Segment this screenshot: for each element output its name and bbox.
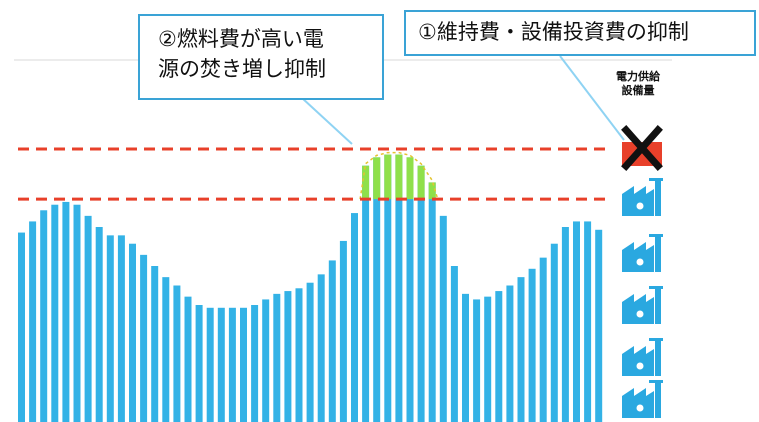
demand-bar xyxy=(506,285,514,422)
demand-bar xyxy=(129,243,136,422)
fuel-cost-callout-line2: 源の焚き増し抑制 xyxy=(158,57,326,81)
demand-bar xyxy=(306,282,314,422)
capacity-label-line1: 電力供給 xyxy=(616,70,660,83)
demand-bar xyxy=(73,204,81,422)
factory-icon xyxy=(622,178,663,216)
factory-icon xyxy=(622,338,663,376)
demand-bar xyxy=(439,215,447,422)
demand-bar xyxy=(450,266,458,422)
demand-bar xyxy=(84,215,92,422)
demand-bar xyxy=(561,227,569,422)
excess-bar xyxy=(362,165,370,200)
demand-bar xyxy=(595,229,603,422)
demand-bar xyxy=(462,293,469,422)
demand-bars xyxy=(18,154,603,422)
demand-bar xyxy=(517,277,525,422)
fuel-callout-pointer xyxy=(301,97,353,145)
demand-bar xyxy=(406,157,414,422)
demand-bar xyxy=(251,305,259,422)
factory-icon xyxy=(622,286,663,324)
demand-bar xyxy=(18,232,25,422)
fuel-cost-callout-line1: ②燃料費が高い電 xyxy=(158,27,324,51)
demand-bar xyxy=(184,296,192,422)
demand-bar xyxy=(550,243,558,422)
demand-bar xyxy=(217,307,225,422)
demand-bar xyxy=(162,277,170,422)
demand-bar xyxy=(473,299,481,422)
demand-bar xyxy=(206,307,214,422)
excess-bar xyxy=(417,165,425,200)
demand-bar xyxy=(95,227,103,422)
excess-bar xyxy=(406,157,414,200)
capacity-label: 電力供給 設備量 xyxy=(608,70,668,98)
demand-bar xyxy=(262,299,270,422)
excess-bar xyxy=(395,154,403,200)
demand-bar xyxy=(328,260,336,422)
demand-bar xyxy=(284,291,292,422)
excess-bar xyxy=(384,154,392,200)
maintenance-callout-pointer xyxy=(559,55,625,141)
excess-outline xyxy=(359,151,439,200)
demand-bar xyxy=(295,288,303,422)
demand-bar xyxy=(573,221,580,422)
capacity-label-line2: 設備量 xyxy=(621,84,655,97)
demand-bar xyxy=(373,157,381,422)
demand-bar xyxy=(584,221,592,422)
demand-bar xyxy=(317,274,325,422)
demand-bar xyxy=(495,291,503,422)
peak-excess-area xyxy=(359,151,439,200)
demand-bar xyxy=(484,296,492,422)
demand-bar xyxy=(240,307,247,422)
demand-bar xyxy=(62,201,70,422)
demand-bar xyxy=(140,254,148,422)
excess-bar xyxy=(428,182,436,200)
maintenance-callout: ①維持費・設備投資費の抑制 xyxy=(404,10,756,56)
factory-icon xyxy=(622,380,663,418)
demand-bar xyxy=(173,285,181,422)
demand-bar xyxy=(428,182,436,422)
demand-bar xyxy=(117,235,125,422)
demand-bar xyxy=(40,210,48,422)
demand-bar xyxy=(539,257,547,422)
demand-bar xyxy=(339,240,347,422)
maintenance-callout-text: ①維持費・設備投資費の抑制 xyxy=(418,20,689,44)
demand-bar xyxy=(351,213,358,422)
demand-bar xyxy=(528,268,536,422)
demand-bar xyxy=(417,165,425,422)
demand-bar xyxy=(384,154,392,422)
capacity-icons xyxy=(621,125,663,418)
demand-bar xyxy=(106,235,114,422)
demand-bar xyxy=(195,305,203,422)
demand-bar xyxy=(273,293,281,422)
factory-icon xyxy=(622,234,663,272)
fuel-cost-callout: ②燃料費が高い電 源の焚き増し抑制 xyxy=(138,14,384,100)
demand-bar xyxy=(395,154,403,422)
demand-bar xyxy=(51,204,59,422)
demand-bar xyxy=(228,307,236,422)
excess-bar xyxy=(373,157,381,200)
crossed-out-factory-icon xyxy=(621,125,663,171)
demand-bar xyxy=(29,221,37,422)
demand-bar xyxy=(362,165,370,422)
demand-bar xyxy=(151,266,159,422)
